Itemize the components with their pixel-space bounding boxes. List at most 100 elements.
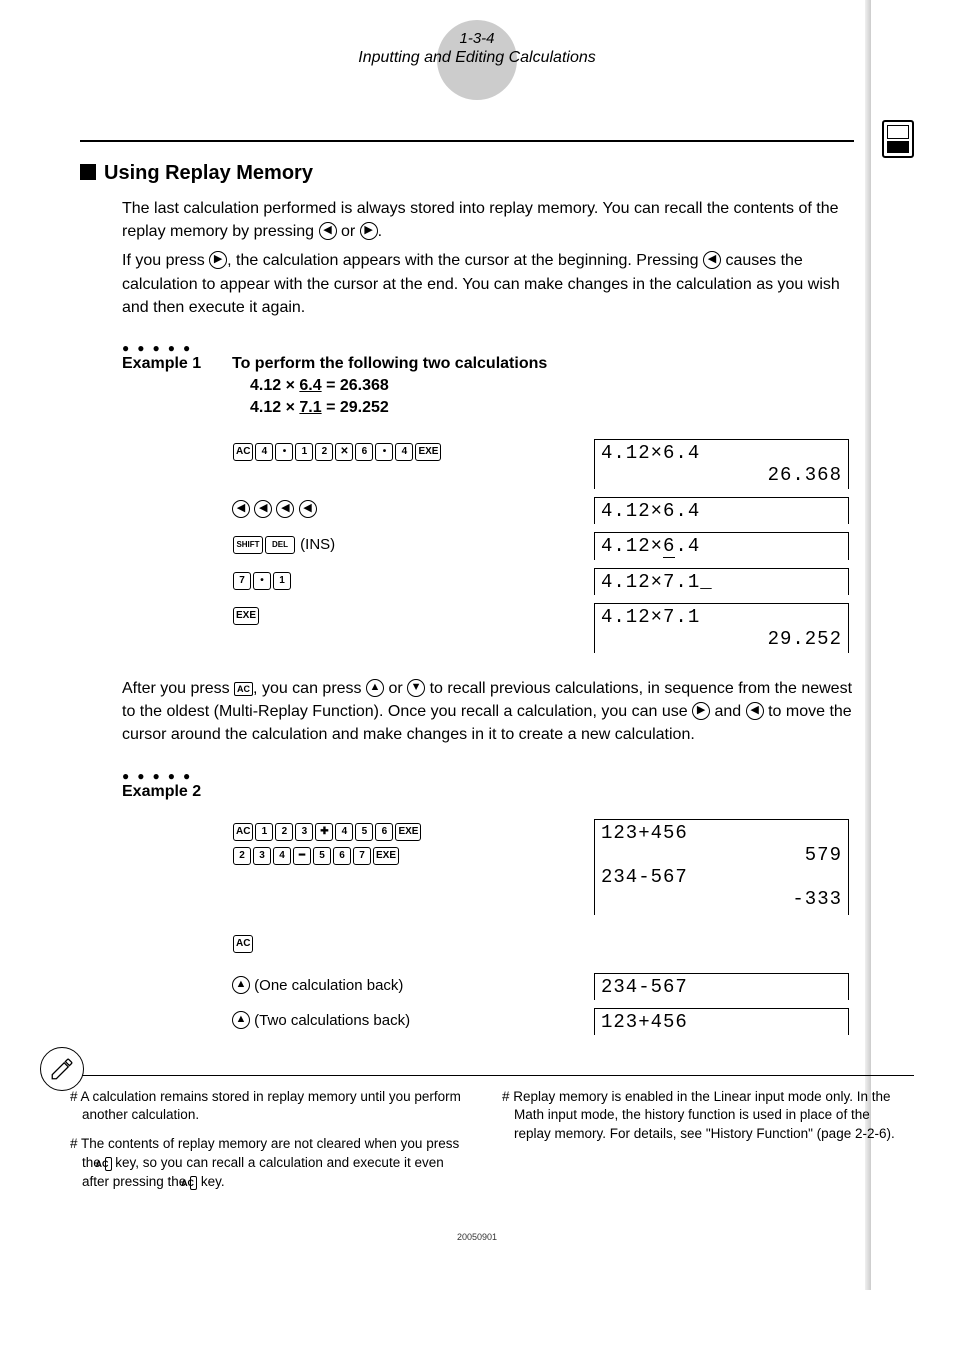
left-arrow-icon: ◀: [319, 222, 337, 240]
section-heading: Using Replay Memory: [80, 162, 854, 185]
right-arrow-icon: ▶: [360, 222, 378, 240]
page-title: Inputting and Editing Calculations: [0, 49, 954, 67]
example-1-calc-2: 4.12 × 7.1 = 29.252: [250, 399, 854, 417]
example-1-calc-1: 4.12 × 6.4 = 26.368: [250, 377, 854, 395]
para1-text-b: or: [337, 223, 360, 240]
square-bullet-icon: [80, 164, 96, 180]
ac-key: AC: [233, 823, 253, 841]
key-5: 5: [355, 823, 373, 841]
left-arrow-icon: ◀: [703, 251, 721, 269]
ex2-step-1-keys: AC123✚456EXE 234━567EXE: [232, 819, 564, 865]
key-mult: ✕: [335, 443, 353, 461]
footnote-columns: # A calculation remains stored in replay…: [0, 1088, 954, 1202]
ac-key: AC: [233, 935, 253, 953]
key-dot: •: [275, 443, 293, 461]
screen-1-input: 4.12×6.4: [601, 442, 842, 464]
step-1-keys: AC4•12✕6•4EXE: [232, 439, 564, 461]
left-arrow-icon: ◀: [746, 702, 764, 720]
intro-para-1: The last calculation performed is always…: [122, 197, 854, 243]
up-arrow-icon: ▲: [232, 976, 250, 994]
up-arrow-icon: ▲: [366, 679, 384, 697]
para2-text-b: , the calculation appears with the curso…: [227, 252, 703, 269]
left-arrow-icon: ◀: [299, 500, 317, 518]
footnote-3: # Replay memory is enabled in the Linear…: [502, 1088, 904, 1145]
calculator-sidebar-icon: [882, 120, 914, 158]
example-1-heading: To perform the following two calculation…: [232, 355, 854, 373]
left-arrow-icon: ◀: [232, 500, 250, 518]
step-4-keys: 7•1: [232, 568, 564, 590]
main-content: Using Replay Memory The last calculation…: [0, 100, 954, 1035]
key-1: 1: [273, 572, 291, 590]
screen-5: 4.12×7.1 29.252: [594, 603, 849, 653]
footnote-rule: [60, 1075, 914, 1076]
ac-key: AC: [233, 443, 253, 461]
para2-text-a: If you press: [122, 252, 209, 269]
page-number: 1-3-4: [0, 30, 954, 47]
mid-para: After you press AC, you can press ▲ or ▼…: [122, 677, 854, 747]
screen-3: 4.12×6.4: [594, 532, 849, 560]
key-6: 6: [375, 823, 393, 841]
screen-2-input: 4.12×6.4: [601, 500, 842, 522]
ins-label: (INS): [300, 536, 335, 553]
key-4: 4: [273, 847, 291, 865]
right-arrow-icon: ▶: [209, 251, 227, 269]
footnote-col-right: # Replay memory is enabled in the Linear…: [502, 1088, 904, 1202]
ex2-step-2-keys: AC: [232, 923, 564, 965]
up-arrow-icon: ▲: [232, 1011, 250, 1029]
footnote-1: # A calculation remains stored in replay…: [70, 1088, 472, 1126]
key-4: 4: [255, 443, 273, 461]
exe-key: EXE: [233, 607, 259, 625]
screen-1-output: 26.368: [601, 464, 842, 486]
footer-date: 20050901: [0, 1232, 954, 1242]
key-3: 3: [295, 823, 313, 841]
del-key: DEL: [265, 536, 295, 554]
exe-key: EXE: [395, 823, 421, 841]
pencil-note-icon: [40, 1047, 84, 1091]
ex2-step-3-keys: ▲ (One calculation back): [232, 973, 564, 995]
screen-4-input: 4.12×7.1_: [601, 571, 842, 593]
ac-key-inline: AC: [105, 1157, 112, 1171]
key-2: 2: [233, 847, 251, 865]
key-6: 6: [355, 443, 373, 461]
key-4: 4: [395, 443, 413, 461]
footnote-col-left: # A calculation remains stored in replay…: [70, 1088, 472, 1202]
page-header: 1-3-4 Inputting and Editing Calculations: [0, 0, 954, 100]
example-dots: ●●●●●: [122, 341, 854, 355]
key-3: 3: [253, 847, 271, 865]
ex2-screen-1: 123+456 579 234-567 -333: [594, 819, 849, 915]
screen-2: 4.12×6.4: [594, 497, 849, 524]
example-1-steps: AC4•12✕6•4EXE 4.12×6.4 26.368 ◀ ◀ ◀ ◀ 4.…: [232, 439, 854, 653]
section-heading-text: Using Replay Memory: [104, 162, 313, 184]
example-2-steps: AC123✚456EXE 234━567EXE 123+456 579 234-…: [232, 819, 854, 1035]
ex2-s1-line2: 234-567: [601, 866, 688, 888]
example-2-label: Example 2: [122, 783, 232, 801]
step-2-keys: ◀ ◀ ◀ ◀: [232, 497, 564, 519]
para1-text-a: The last calculation performed is always…: [122, 200, 839, 240]
key-4: 4: [335, 823, 353, 841]
ac-key-inline: AC: [190, 1176, 197, 1190]
ex2-screen-back2: 123+456: [594, 1008, 849, 1035]
ex2-back2-input: 123+456: [601, 1011, 842, 1033]
ex2-s1-out1: 579: [601, 844, 842, 866]
ex2-note-1: (One calculation back): [254, 977, 403, 994]
example-1-body: To perform the following two calculation…: [232, 355, 854, 421]
key-7: 7: [233, 572, 251, 590]
example-dots-2: ●●●●●: [122, 769, 854, 783]
key-2: 2: [315, 443, 333, 461]
key-1: 1: [255, 823, 273, 841]
screen-1: 4.12×6.4 26.368: [594, 439, 849, 489]
ex2-s1-out2: -333: [601, 888, 842, 910]
key-6: 6: [333, 847, 351, 865]
left-arrow-icon: ◀: [254, 500, 272, 518]
intro-para-2: If you press ▶, the calculation appears …: [122, 249, 854, 319]
key-dot: •: [253, 572, 271, 590]
key-2: 2: [275, 823, 293, 841]
ex2-note-2: (Two calculations back): [254, 1012, 410, 1029]
footnote-area: # A calculation remains stored in replay…: [0, 1075, 954, 1242]
key-7: 7: [353, 847, 371, 865]
ex2-back1-input: 234-567: [601, 976, 842, 998]
key-5: 5: [313, 847, 331, 865]
down-arrow-icon: ▼: [407, 679, 425, 697]
footnote-2: # The contents of replay memory are not …: [70, 1135, 472, 1192]
screen-4: 4.12×7.1_: [594, 568, 849, 595]
